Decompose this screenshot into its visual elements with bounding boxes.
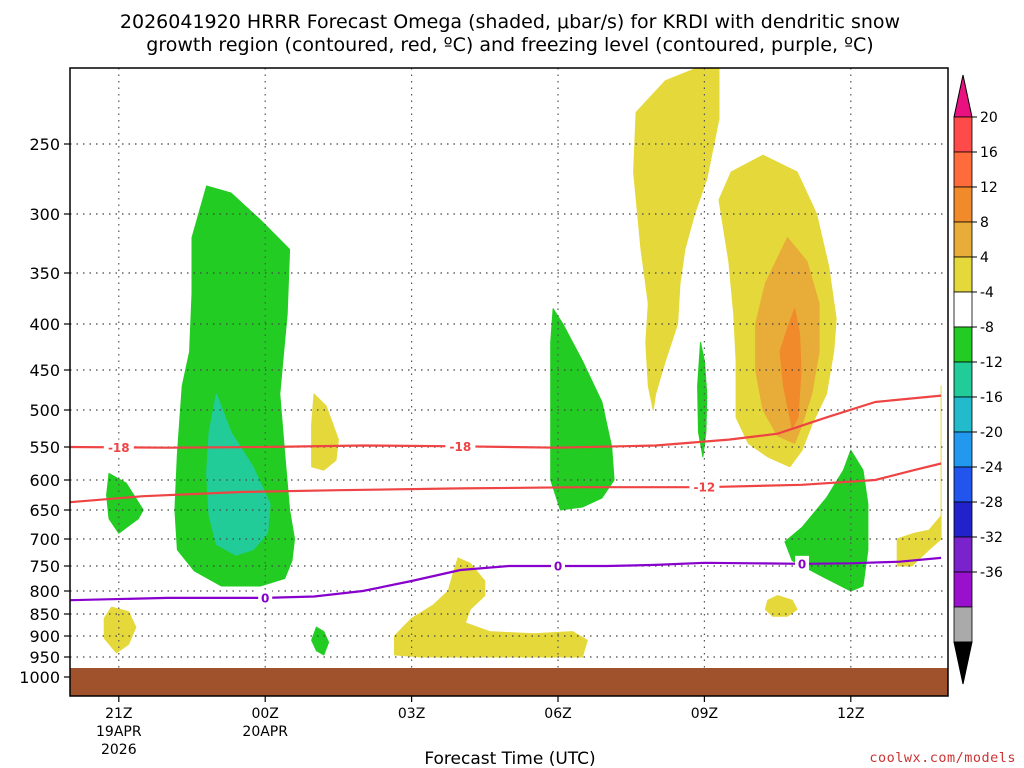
contour-minus12-line [69,462,942,504]
colorbar-swatch-7 [953,361,973,398]
omega-region-green-0630z [550,308,615,511]
omega-region-green-main [174,185,295,587]
y-tick-label-900: 900 [29,627,60,646]
colorbar-label-5: -4 [980,285,994,301]
colorbar-swatch-10 [953,466,973,503]
colorbar-swatch-3 [953,221,973,258]
x-tick-label-12Z: 12Z [837,706,864,722]
omega-region-green-12z [784,449,869,592]
colorbar-label-0: 20 [980,110,998,126]
y-tick-label-300: 300 [29,205,60,224]
y-tick-label-950: 950 [29,648,60,667]
x-tick-label-00Z: 00Z [251,706,278,722]
colorbar-label-1: 16 [980,145,998,161]
colorbar-swatch-1 [953,151,973,188]
colorbar-bottom-arrow [953,641,973,685]
colorbar-swatch-13 [953,571,973,608]
colorbar-label-6: -8 [980,320,994,336]
colorbar-label-7: -12 [980,355,1003,371]
x-axis-label: Forecast Time (UTC) [424,749,595,768]
colorbar-label-2: 12 [980,180,998,196]
colorbar-label-9: -20 [980,425,1003,441]
y-tick-label-450: 450 [29,361,60,380]
omega-region-yellow-0030z [311,393,339,471]
colorbar: 20 16 12 8 4 -4 -8 -12 -16 -20 -24 -28 -32 -36 [953,74,1003,685]
colorbar-swatch-4 [953,256,973,293]
colorbar-label-4: 4 [980,250,989,266]
contour-label-2: -12 [694,481,716,495]
colorbar-swatch-8 [953,396,973,433]
plot-border [69,67,949,697]
contour-label-bg-1 [445,438,476,454]
colorbar-label-12: -32 [980,530,1003,546]
y-tick-label-750: 750 [29,557,60,576]
chart-title-line2: growth region (contoured, red, ºC) and f… [146,34,873,56]
colorbar-swatch-0 [953,116,973,153]
contour-minus18-line [69,394,942,449]
colorbar-label-3: 8 [980,215,989,231]
y-tick-label-400: 400 [29,315,60,334]
y-tick-label-650: 650 [29,501,60,520]
omega-shaded-regions [103,67,942,658]
colorbar-label-10: -24 [980,460,1003,476]
contour-label-0: -18 [108,441,130,455]
y-tick-label-500: 500 [29,401,60,420]
y-tick-label-850: 850 [29,605,60,624]
y-tick-label-1000: 1000 [19,668,60,687]
x-tick-label-03Z: 03Z [398,706,425,722]
temperature-contours: -18 -18 -12 0 0 0 [69,394,942,605]
contour-label-1: -18 [450,440,472,454]
chart-title-line1: 2026041920 HRRR Forecast Omega (shaded, … [120,11,900,33]
contour-label-bg-4 [551,558,565,573]
colorbar-swatch-5 [953,291,973,328]
x-tick-date-21Z: 19APR [96,724,142,740]
y-tick-label-700: 700 [29,530,60,549]
omega-region-teal-core [206,393,271,556]
y-tick-label-250: 250 [29,135,60,154]
x-tick-date-00Z: 20APR [242,724,288,740]
colorbar-label-8: -16 [980,390,1003,406]
x-axis-time: 21Z 19APR 2026 00Z 20APR 03Z 06Z 09Z 12Z [96,696,865,758]
y-tick-label-600: 600 [29,471,60,490]
x-tick-label-09Z: 09Z [691,706,718,722]
x-tick-label-06Z: 06Z [544,706,571,722]
grid-lines [70,68,948,696]
omega-region-yellow-right-edge [896,385,942,567]
colorbar-swatch-2 [953,186,973,223]
y-tick-label-350: 350 [29,264,60,283]
omega-region-green-tiny-01z [311,626,330,656]
contour-label-bg-3 [258,589,273,605]
omega-region-green-thin-09z [697,341,708,458]
y-axis-pressure: 250 300 350 400 450 500 550 600 650 700 750 800 850 9… [19,135,70,687]
x-tick-year-21Z: 2026 [101,742,137,758]
colorbar-swatch-14 [953,606,973,643]
plot-area: -18 -18 -12 0 0 0 [69,67,949,697]
ground-surface [70,668,948,696]
colorbar-top-arrow [953,74,973,118]
x-tick-label-21Z: 21Z [105,706,132,722]
colorbar-label-11: -28 [980,495,1003,511]
contour-label-5: 0 [798,557,806,571]
contour-label-4: 0 [554,560,562,574]
contour-label-bg-0 [103,439,134,455]
colorbar-label-13: -36 [980,565,1003,581]
omega-region-yellow-1030z [764,595,798,617]
colorbar-swatch-6 [953,326,973,363]
omega-region-yellow-0430z [394,557,588,658]
y-tick-label-550: 550 [29,438,60,457]
colorbar-swatch-12 [953,536,973,573]
credit-text: coolwx.com/models [869,750,1016,766]
contour-label-3: 0 [261,591,269,605]
contour-label-bg-2 [689,479,720,495]
colorbar-swatch-11 [953,501,973,538]
contour-label-bg-5 [795,555,809,571]
y-tick-label-800: 800 [29,582,60,601]
colorbar-swatch-9 [953,431,973,468]
